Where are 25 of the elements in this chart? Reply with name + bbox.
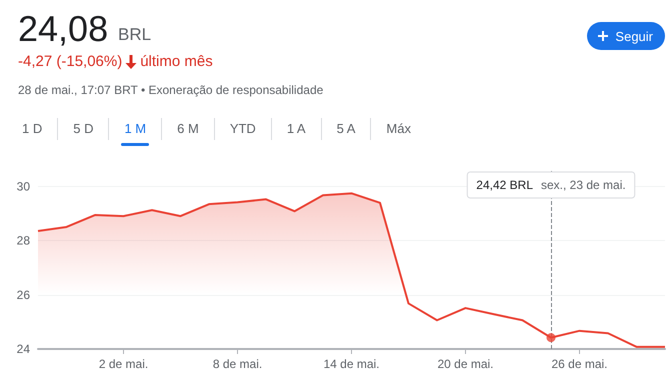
text: 1 M <box>108 118 162 140</box>
text: YTD <box>214 118 271 140</box>
text: último mês <box>140 53 213 70</box>
text: -4,27 (-15,06%) <box>18 53 122 70</box>
text: 5 A <box>320 118 370 140</box>
y-tick-label: 28 <box>16 234 30 248</box>
x-tick-label: 2 de mai. <box>98 357 148 371</box>
annotation: 24,42 BRL <box>476 178 534 192</box>
text: Máx <box>370 118 426 140</box>
text: Seguir <box>615 28 653 44</box>
chart-title: 24,08 <box>18 8 108 50</box>
y-tick-label: 26 <box>16 288 30 302</box>
x-tick-label: 20 de mai. <box>437 357 494 371</box>
y-tick-label: 30 <box>16 179 30 194</box>
x-tick-label: 26 de mai. <box>551 357 608 371</box>
y-tick-label: 24 <box>16 342 30 356</box>
text: 1 D <box>21 120 44 138</box>
text: 6 M <box>161 118 214 140</box>
chart-subtitle: BRL <box>118 25 152 45</box>
text: 1 A <box>270 118 321 140</box>
x-tick-label: 8 de mai. <box>212 357 262 371</box>
text: 28 de mai., 17:07 BRT • Exoneração de responsabilidade <box>18 83 324 97</box>
text: 5 D <box>57 118 108 140</box>
x-tick-label: 14 de mai. <box>323 357 380 371</box>
annotation: sex., 23 de mai. <box>541 178 626 192</box>
